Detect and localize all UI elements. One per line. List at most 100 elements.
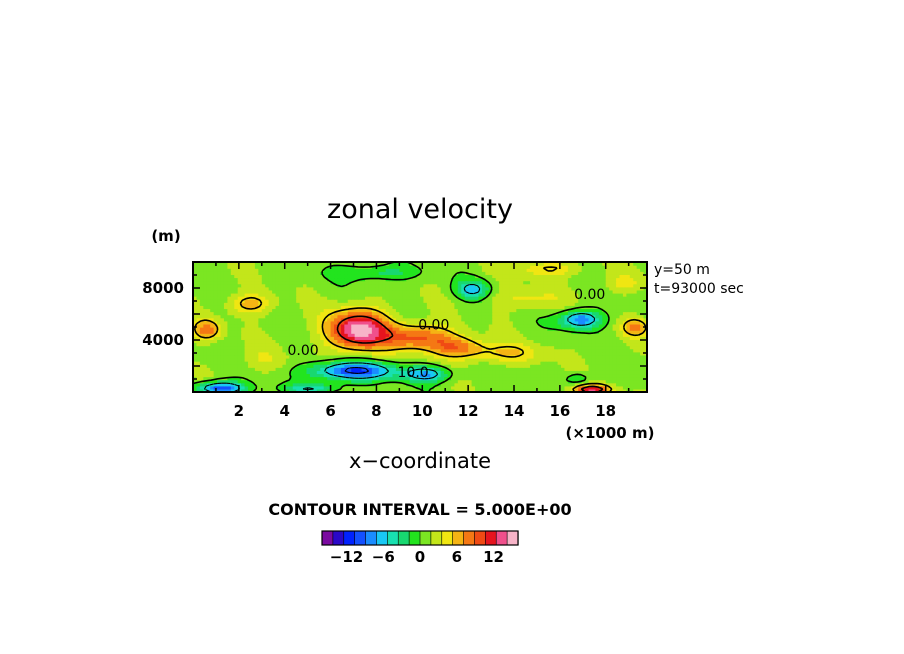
heatmap-cell	[406, 299, 411, 303]
heatmap-cell	[248, 286, 253, 291]
heatmap-cell	[327, 351, 332, 356]
heatmap-cell	[595, 348, 600, 353]
heatmap-cell	[368, 367, 373, 371]
heatmap-cell	[591, 357, 597, 362]
heatmap-cell	[416, 345, 421, 350]
heatmap-cell	[426, 373, 431, 378]
heatmap-cell	[234, 305, 239, 310]
heatmap-cell	[220, 317, 225, 322]
heatmap-cell	[344, 305, 349, 310]
heatmap-cell	[199, 342, 204, 347]
heatmap-cell	[323, 277, 328, 282]
heatmap-cell	[591, 299, 597, 303]
heatmap-cell	[358, 317, 363, 322]
heatmap-cell	[567, 323, 572, 328]
heatmap-cell	[361, 364, 366, 368]
heatmap-cell	[609, 299, 614, 303]
heatmap-cell	[292, 283, 297, 288]
heatmap-cell	[536, 308, 541, 313]
heatmap-cell	[633, 302, 638, 306]
heatmap-cell	[629, 305, 634, 310]
heatmap-cell	[481, 373, 486, 378]
heatmap-cell	[292, 348, 297, 353]
heatmap-cell	[378, 280, 383, 285]
heatmap-cell	[237, 333, 242, 337]
heatmap-cell	[413, 342, 418, 347]
heatmap-cell	[306, 333, 311, 337]
heatmap-cell	[306, 339, 311, 344]
heatmap-cell	[581, 379, 586, 384]
heatmap-cell	[629, 370, 634, 375]
heatmap-cell	[406, 388, 411, 392]
heatmap-cell	[354, 302, 359, 306]
heatmap-cell	[272, 299, 277, 303]
heatmap-cell	[323, 333, 328, 337]
heatmap-cell	[364, 357, 370, 362]
heatmap-cell	[450, 289, 455, 294]
heatmap-cell	[602, 376, 607, 381]
heatmap-cell	[416, 280, 421, 285]
heatmap-cell	[409, 379, 414, 384]
heatmap-cell	[313, 274, 318, 279]
heatmap-cell	[609, 348, 614, 353]
heatmap-cell	[444, 342, 449, 347]
heatmap-cell	[320, 388, 325, 392]
heatmap-cell	[636, 357, 641, 362]
heatmap-cell	[512, 348, 517, 353]
heatmap-cell	[554, 333, 559, 337]
heatmap-cell	[420, 333, 425, 337]
heatmap-cell	[385, 305, 390, 310]
heatmap-cell	[402, 302, 407, 306]
heatmap-cell	[461, 289, 466, 294]
heatmap-cell	[574, 327, 579, 331]
heatmap-cell	[433, 364, 438, 368]
heatmap-cell	[196, 336, 201, 340]
heatmap-cell	[285, 314, 290, 319]
heatmap-cell	[619, 373, 624, 378]
heatmap-cell	[488, 296, 493, 300]
heatmap-cell	[488, 336, 493, 340]
heatmap-cell	[340, 289, 345, 294]
heatmap-cell	[505, 274, 511, 279]
heatmap-cell	[244, 339, 249, 344]
heatmap-cell	[602, 361, 607, 365]
heatmap-cell	[351, 323, 356, 328]
heatmap-cell	[481, 342, 486, 347]
heatmap-cell	[261, 305, 266, 310]
heatmap-cell	[196, 299, 201, 303]
heatmap-cell	[581, 277, 586, 282]
heatmap-cell	[285, 327, 290, 331]
heatmap-cell	[540, 305, 545, 310]
heatmap-cell	[499, 327, 504, 331]
heatmap-cell	[561, 382, 566, 387]
heatmap-cell	[622, 376, 627, 381]
heatmap-cell	[203, 388, 208, 392]
heatmap-cell	[564, 361, 569, 365]
heatmap-cell	[220, 280, 225, 285]
heatmap-cell	[574, 296, 579, 300]
heatmap-cell	[612, 317, 617, 322]
heatmap-cell	[199, 351, 204, 356]
heatmap-cell	[416, 364, 421, 368]
heatmap-cell	[492, 274, 497, 279]
heatmap-cell	[241, 311, 246, 316]
heatmap-cell	[502, 277, 507, 282]
heatmap-cell	[220, 345, 225, 350]
heatmap-cell	[285, 379, 290, 384]
heatmap-cell	[316, 330, 321, 334]
heatmap-cell	[540, 323, 545, 328]
heatmap-cell	[272, 379, 277, 384]
heatmap-cell	[426, 351, 431, 356]
heatmap-cell	[605, 289, 610, 294]
heatmap-cell	[612, 376, 617, 381]
heatmap-cell	[626, 311, 631, 316]
heatmap-cell	[361, 336, 366, 340]
heatmap-cell	[643, 302, 647, 306]
heatmap-cell	[227, 373, 232, 378]
heatmap-cell	[261, 330, 266, 334]
heatmap-cell	[234, 379, 239, 384]
heatmap-cell	[440, 339, 445, 344]
heatmap-cell	[323, 308, 328, 313]
heatmap-cell	[199, 283, 204, 288]
heatmap-cell	[272, 351, 277, 356]
